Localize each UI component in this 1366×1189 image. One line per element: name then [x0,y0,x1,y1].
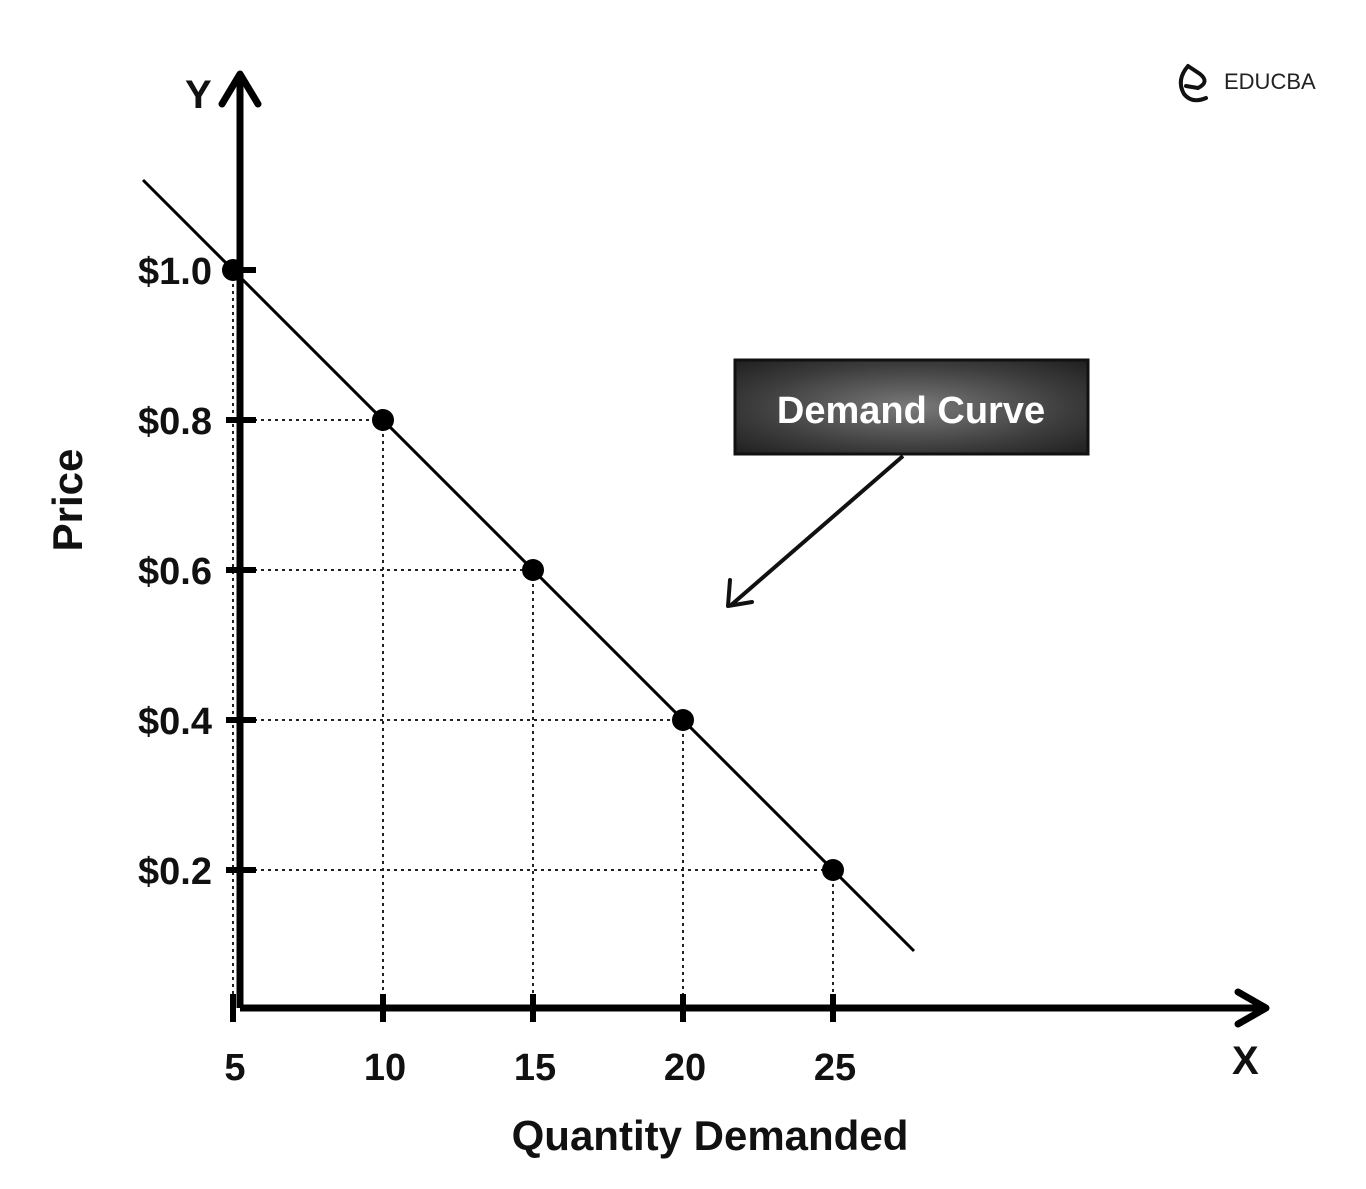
y-tick-label-3: $0.4 [138,701,212,743]
data-point-5 [822,859,844,881]
y-tick-label-0: $1.0 [138,251,212,293]
x-axis-arrowhead [1234,988,1270,1028]
x-tick-label-20: 20 [664,1047,706,1089]
y-tick-label-2: $0.6 [138,551,212,593]
y-axis-arrowhead [218,70,262,108]
ticks: 5 10 15 20 25 $1.0 $0.8 $0.6 $0.4 $0.2 [138,251,856,1089]
data-point-3 [522,559,544,581]
callout-label: Demand Curve [777,390,1045,432]
callout-arrow [728,454,905,608]
x-axis-title: Quantity Demanded [512,1112,909,1159]
data-point-2 [372,409,394,431]
educba-logo-icon [1178,64,1208,103]
y-axis-letter: Y [185,73,212,117]
x-tick-label-25: 25 [814,1047,856,1089]
x-tick-label-15: 15 [514,1047,556,1089]
callout-arrowhead [726,578,754,608]
y-axis-title: Price [44,449,91,552]
data-point-1 [222,259,244,281]
x-axis-letter: X [1232,1039,1259,1083]
callout-box [733,358,1090,456]
x-tick-label-10: 10 [364,1047,406,1089]
axes [218,70,1270,1028]
educba-logo-text: EDUCBA [1224,69,1316,94]
data-point-4 [672,709,694,731]
demand-curve-callout: Demand Curve [726,358,1090,608]
data-points [222,259,844,881]
x-tick-label-5: 5 [224,1047,245,1089]
educba-logo: EDUCBA [1178,64,1316,103]
guide-lines [232,269,834,1008]
y-tick-label-1: $0.8 [138,401,212,443]
y-tick-label-4: $0.2 [138,851,212,893]
